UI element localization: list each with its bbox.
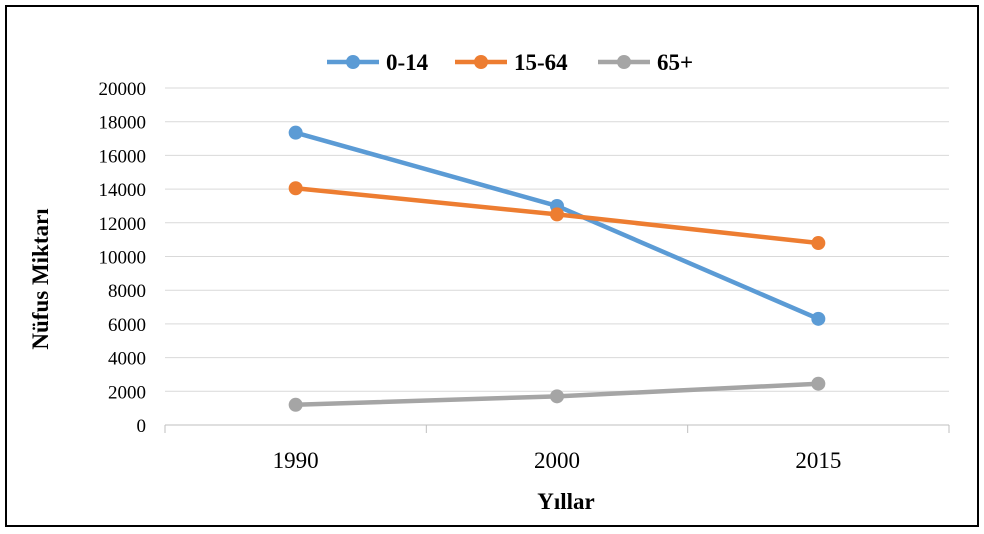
legend: 0-14 15-64 65+ — [327, 50, 693, 75]
series-15-64 — [288, 181, 826, 251]
y-tick-label: 12000 — [99, 214, 147, 235]
legend-item: 15-64 — [455, 50, 568, 75]
y-tick-label: 18000 — [99, 113, 147, 134]
series-65+ — [288, 376, 826, 412]
chart-frame — [5, 5, 979, 527]
x-tick-labels: 1990 2000 2015 — [273, 448, 842, 473]
data-point — [811, 311, 826, 326]
legend-item: 65+ — [598, 50, 693, 75]
y-tick-label: 10000 — [99, 248, 147, 269]
x-tick-label: 2000 — [534, 448, 580, 473]
data-point — [288, 397, 303, 412]
y-tick-labels: 0 2000 4000 6000 8000 10000 12000 14000 16000 180… — [99, 79, 147, 437]
y-tick-label: 6000 — [108, 315, 146, 336]
data-point — [811, 236, 826, 251]
y-tick-label: 0 — [137, 416, 147, 437]
legend-item: 0-14 — [327, 50, 429, 75]
legend-label: 15-64 — [514, 50, 568, 75]
y-axis-title: Nüfus Miktarı — [28, 208, 53, 350]
x-tick-label: 2015 — [795, 448, 841, 473]
data-point — [288, 125, 303, 140]
y-tick-label: 14000 — [99, 180, 147, 201]
legend-marker — [474, 55, 488, 69]
legend-marker — [617, 55, 631, 69]
y-tick-label: 20000 — [99, 79, 147, 100]
x-tick-label: 1990 — [273, 448, 319, 473]
y-tick-label: 2000 — [108, 382, 146, 403]
legend-label: 65+ — [657, 50, 693, 75]
x-axis-title: Yıllar — [537, 489, 595, 514]
y-tick-label: 16000 — [99, 146, 147, 167]
data-point — [550, 389, 564, 404]
series — [288, 125, 826, 412]
legend-label: 0-14 — [386, 50, 429, 75]
data-point — [288, 181, 303, 196]
y-tick-label: 8000 — [108, 281, 146, 302]
data-point — [550, 207, 564, 222]
data-point — [811, 376, 826, 391]
axes — [164, 424, 950, 433]
gridlines — [165, 87, 949, 392]
legend-marker — [346, 55, 360, 69]
y-tick-label: 4000 — [108, 349, 146, 370]
